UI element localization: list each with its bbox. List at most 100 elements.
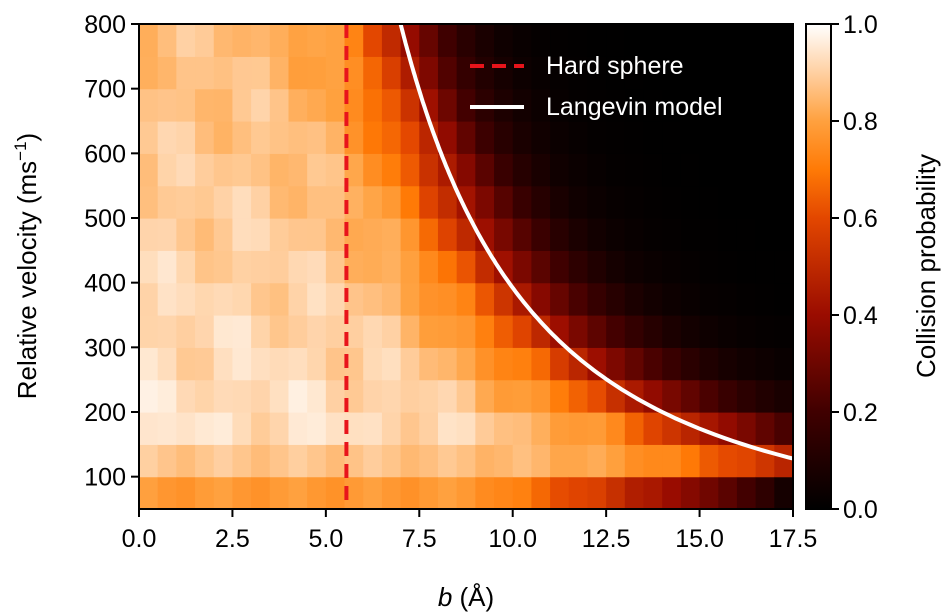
- heatmap-cell: [736, 315, 757, 348]
- heatmap-cell: [624, 185, 645, 219]
- heatmap-cell: [288, 347, 308, 381]
- heatmap-cell: [437, 379, 458, 413]
- heatmap-cell: [288, 218, 308, 251]
- heatmap-cell: [363, 153, 383, 187]
- heatmap-cell: [624, 56, 645, 90]
- heatmap-cell: [325, 379, 346, 413]
- heatmap-cell: [475, 185, 495, 219]
- heatmap-cell: [344, 56, 364, 90]
- heatmap-cell: [718, 444, 738, 478]
- heatmap-cell: [325, 347, 346, 381]
- heatmap-cell: [437, 444, 458, 478]
- heatmap-cell: [288, 250, 308, 284]
- heatmap-cell: [456, 379, 476, 413]
- heatmap-cell: [176, 347, 196, 381]
- heatmap-cell: [531, 444, 551, 478]
- heatmap-cell: [269, 121, 290, 154]
- heatmap-cell: [606, 282, 626, 316]
- heatmap-cell: [736, 476, 757, 509]
- heatmap-cell: [400, 412, 420, 445]
- heatmap-cell: [475, 24, 495, 57]
- heatmap-cell: [718, 250, 738, 284]
- heatmap-cell: [288, 185, 308, 219]
- heatmap-cell: [512, 153, 532, 187]
- heatmap-cell: [232, 476, 252, 509]
- heatmap-cell: [550, 282, 570, 316]
- heatmap-cell: [736, 250, 757, 284]
- heatmap-cell: [400, 153, 420, 187]
- heatmap-cell: [232, 282, 252, 316]
- heatmap-cell: [139, 412, 159, 445]
- heatmap-cell: [419, 347, 439, 381]
- heatmap-cell: [157, 444, 177, 478]
- heatmap-cell: [699, 56, 719, 90]
- heatmap-cell: [363, 379, 383, 413]
- y-axis-label: Relative velocity (ms−1): [11, 133, 42, 399]
- heatmap-cell: [699, 282, 719, 316]
- heatmap-cell: [195, 88, 215, 122]
- heatmap-cell: [755, 56, 775, 90]
- heatmap-cell: [139, 24, 159, 57]
- heatmap-cell: [662, 250, 682, 284]
- heatmap-cell: [400, 476, 420, 509]
- heatmap-cell: [437, 250, 458, 284]
- heatmap-cell: [568, 56, 589, 90]
- heatmap-cell: [344, 218, 364, 251]
- heatmap-cell: [344, 315, 364, 348]
- heatmap-cell: [157, 347, 177, 381]
- heatmap-cell: [251, 412, 271, 445]
- heatmap-cell: [344, 250, 364, 284]
- heatmap-cell: [624, 315, 645, 348]
- heatmap-cell: [381, 315, 402, 348]
- heatmap-cell: [307, 250, 327, 284]
- heatmap-cell: [680, 476, 701, 509]
- heatmap-cell: [550, 379, 570, 413]
- heatmap-cell: [213, 412, 234, 445]
- heatmap-cell: [251, 444, 271, 478]
- heatmap-cell: [512, 121, 532, 154]
- heatmap-cell: [494, 412, 514, 445]
- heatmap-cell: [587, 476, 607, 509]
- heatmap-cell: [699, 412, 719, 445]
- heatmap-cell: [325, 476, 346, 509]
- x-axis-label-italic: b: [438, 582, 452, 612]
- heatmap-cell: [606, 250, 626, 284]
- colorbar-tick-label: 0.6: [843, 205, 878, 233]
- heatmap-cell: [213, 121, 234, 154]
- heatmap-cell: [325, 282, 346, 316]
- heatmap-cell: [176, 412, 196, 445]
- heatmap-cell: [325, 88, 346, 122]
- heatmap-cell: [363, 282, 383, 316]
- heatmap-cell: [344, 153, 364, 187]
- heatmap-cell: [531, 412, 551, 445]
- heatmap-cell: [568, 250, 589, 284]
- heatmap-cell: [269, 56, 290, 90]
- heatmap-cell: [736, 412, 757, 445]
- heatmap-cell: [736, 379, 757, 413]
- heatmap-cell: [475, 218, 495, 251]
- heatmap-cell: [718, 379, 738, 413]
- heatmap-cell: [400, 379, 420, 413]
- heatmap-cell: [699, 476, 719, 509]
- heatmap-cell: [251, 56, 271, 90]
- heatmap-cell: [512, 347, 532, 381]
- heatmap-cell: [344, 412, 364, 445]
- legend: Hard sphere Langevin model: [470, 52, 723, 121]
- heatmap-cell: [195, 315, 215, 348]
- y-axis-label-sup: −1: [11, 141, 30, 160]
- heatmap-cell: [568, 379, 589, 413]
- heatmap-cell: [176, 444, 196, 478]
- heatmap-cell: [419, 315, 439, 348]
- heatmap-cell: [437, 476, 458, 509]
- heatmap-cell: [662, 444, 682, 478]
- heatmap-cell: [157, 218, 177, 251]
- heatmap-cell: [157, 379, 177, 413]
- heatmap-cell: [344, 185, 364, 219]
- heatmap-cell: [325, 250, 346, 284]
- heatmap-cell: [755, 250, 775, 284]
- heatmap-cell: [176, 24, 196, 57]
- heatmap-cell: [643, 282, 663, 316]
- heatmap-cell: [176, 379, 196, 413]
- heatmap-cell: [699, 315, 719, 348]
- heatmap-cell: [251, 347, 271, 381]
